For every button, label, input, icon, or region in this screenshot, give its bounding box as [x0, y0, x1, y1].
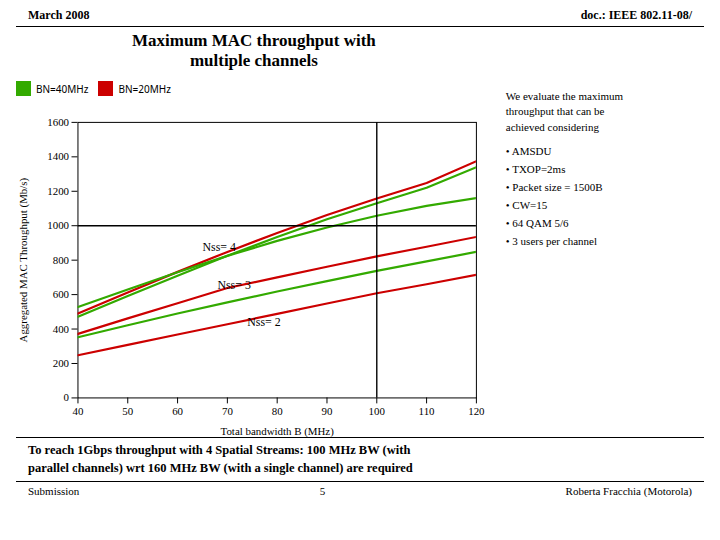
svg-text:0: 0 [64, 392, 70, 404]
svg-text:1600: 1600 [47, 116, 69, 128]
svg-text:200: 200 [53, 357, 70, 369]
svg-text:110: 110 [419, 405, 435, 417]
html-text:• 3 users per channel: • 3 users per channel [505, 235, 597, 248]
svg-text:Nss= 2: Nss= 2 [247, 316, 280, 330]
svg-text:1000: 1000 [47, 219, 69, 231]
svg-text:800: 800 [53, 254, 70, 266]
svg-text:1200: 1200 [47, 185, 69, 197]
svg-text:100: 100 [369, 405, 386, 417]
svg-text:400: 400 [53, 323, 70, 335]
svg-text:Aggregated MAC Throughput (Mb/: Aggregated MAC Throughput (Mb/s) [17, 178, 30, 343]
html-text:5: 5 [319, 485, 326, 498]
svg-text:Nss= 4: Nss= 4 [202, 240, 235, 254]
html-text:Submission: Submission [28, 485, 80, 498]
html-text:BN=20MHz: BN=20MHz [118, 81, 171, 96]
html-text:• 64 QAM 5/6: • 64 QAM 5/6 [505, 217, 569, 230]
html-text:• Packet size = 1500B: • Packet size = 1500B [505, 181, 603, 194]
svg-text:40: 40 [73, 405, 84, 417]
html-text:BN=40MHz: BN=40MHz [36, 81, 89, 96]
html-text:• TXOP=2ms: • TXOP=2ms [505, 163, 566, 176]
svg-text:80: 80 [272, 405, 283, 417]
svg-text:600: 600 [53, 288, 70, 300]
html-text:parallel channels) wrt 160 MHz: parallel channels) wrt 160 MHz BW (with … [28, 460, 413, 475]
html-text:• CW=15: • CW=15 [505, 199, 548, 212]
html-text:Maximum MAC throughput with mu: Maximum MAC throughput with multiple cha… [132, 31, 376, 70]
svg-text:50: 50 [122, 405, 133, 417]
html-text:We evaluate the maximum throug: We evaluate the maximum throughput that … [505, 90, 624, 133]
html-text:To reach 1Gbps throughput with: To reach 1Gbps throughput with 4 Spatial… [28, 443, 411, 458]
html-text:Roberta Fracchia (Motorola): Roberta Fracchia (Motorola) [565, 485, 692, 498]
html-text:March 2008: March 2008 [28, 8, 90, 22]
svg-text:Total bandwidth B (MHz): Total bandwidth B (MHz) [221, 425, 335, 437]
svg-text:1400: 1400 [47, 150, 69, 162]
svg-text:70: 70 [222, 405, 233, 417]
html-text:doc.: IEEE 802.11-08/: doc.: IEEE 802.11-08/ [580, 8, 692, 22]
svg-text:90: 90 [322, 405, 333, 417]
svg-text:120: 120 [468, 405, 485, 417]
html-text:• AMSDU: • AMSDU [505, 145, 552, 158]
svg-text:Nss= 3: Nss= 3 [217, 278, 250, 292]
svg-text:60: 60 [172, 405, 183, 417]
